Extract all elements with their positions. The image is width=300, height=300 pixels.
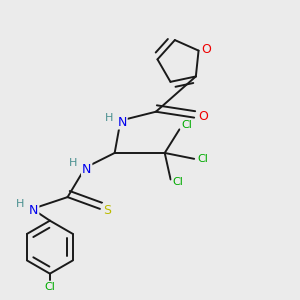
Text: H: H xyxy=(69,158,78,168)
Text: N: N xyxy=(82,163,92,176)
Text: Cl: Cl xyxy=(198,154,208,164)
Text: H: H xyxy=(105,112,113,123)
Text: Cl: Cl xyxy=(44,282,55,292)
Text: S: S xyxy=(103,204,111,217)
Text: Cl: Cl xyxy=(182,120,192,130)
Text: H: H xyxy=(16,200,25,209)
Text: O: O xyxy=(201,43,211,56)
Text: O: O xyxy=(198,110,208,123)
Text: N: N xyxy=(117,116,127,128)
Text: Cl: Cl xyxy=(172,177,183,188)
Text: N: N xyxy=(29,204,38,217)
